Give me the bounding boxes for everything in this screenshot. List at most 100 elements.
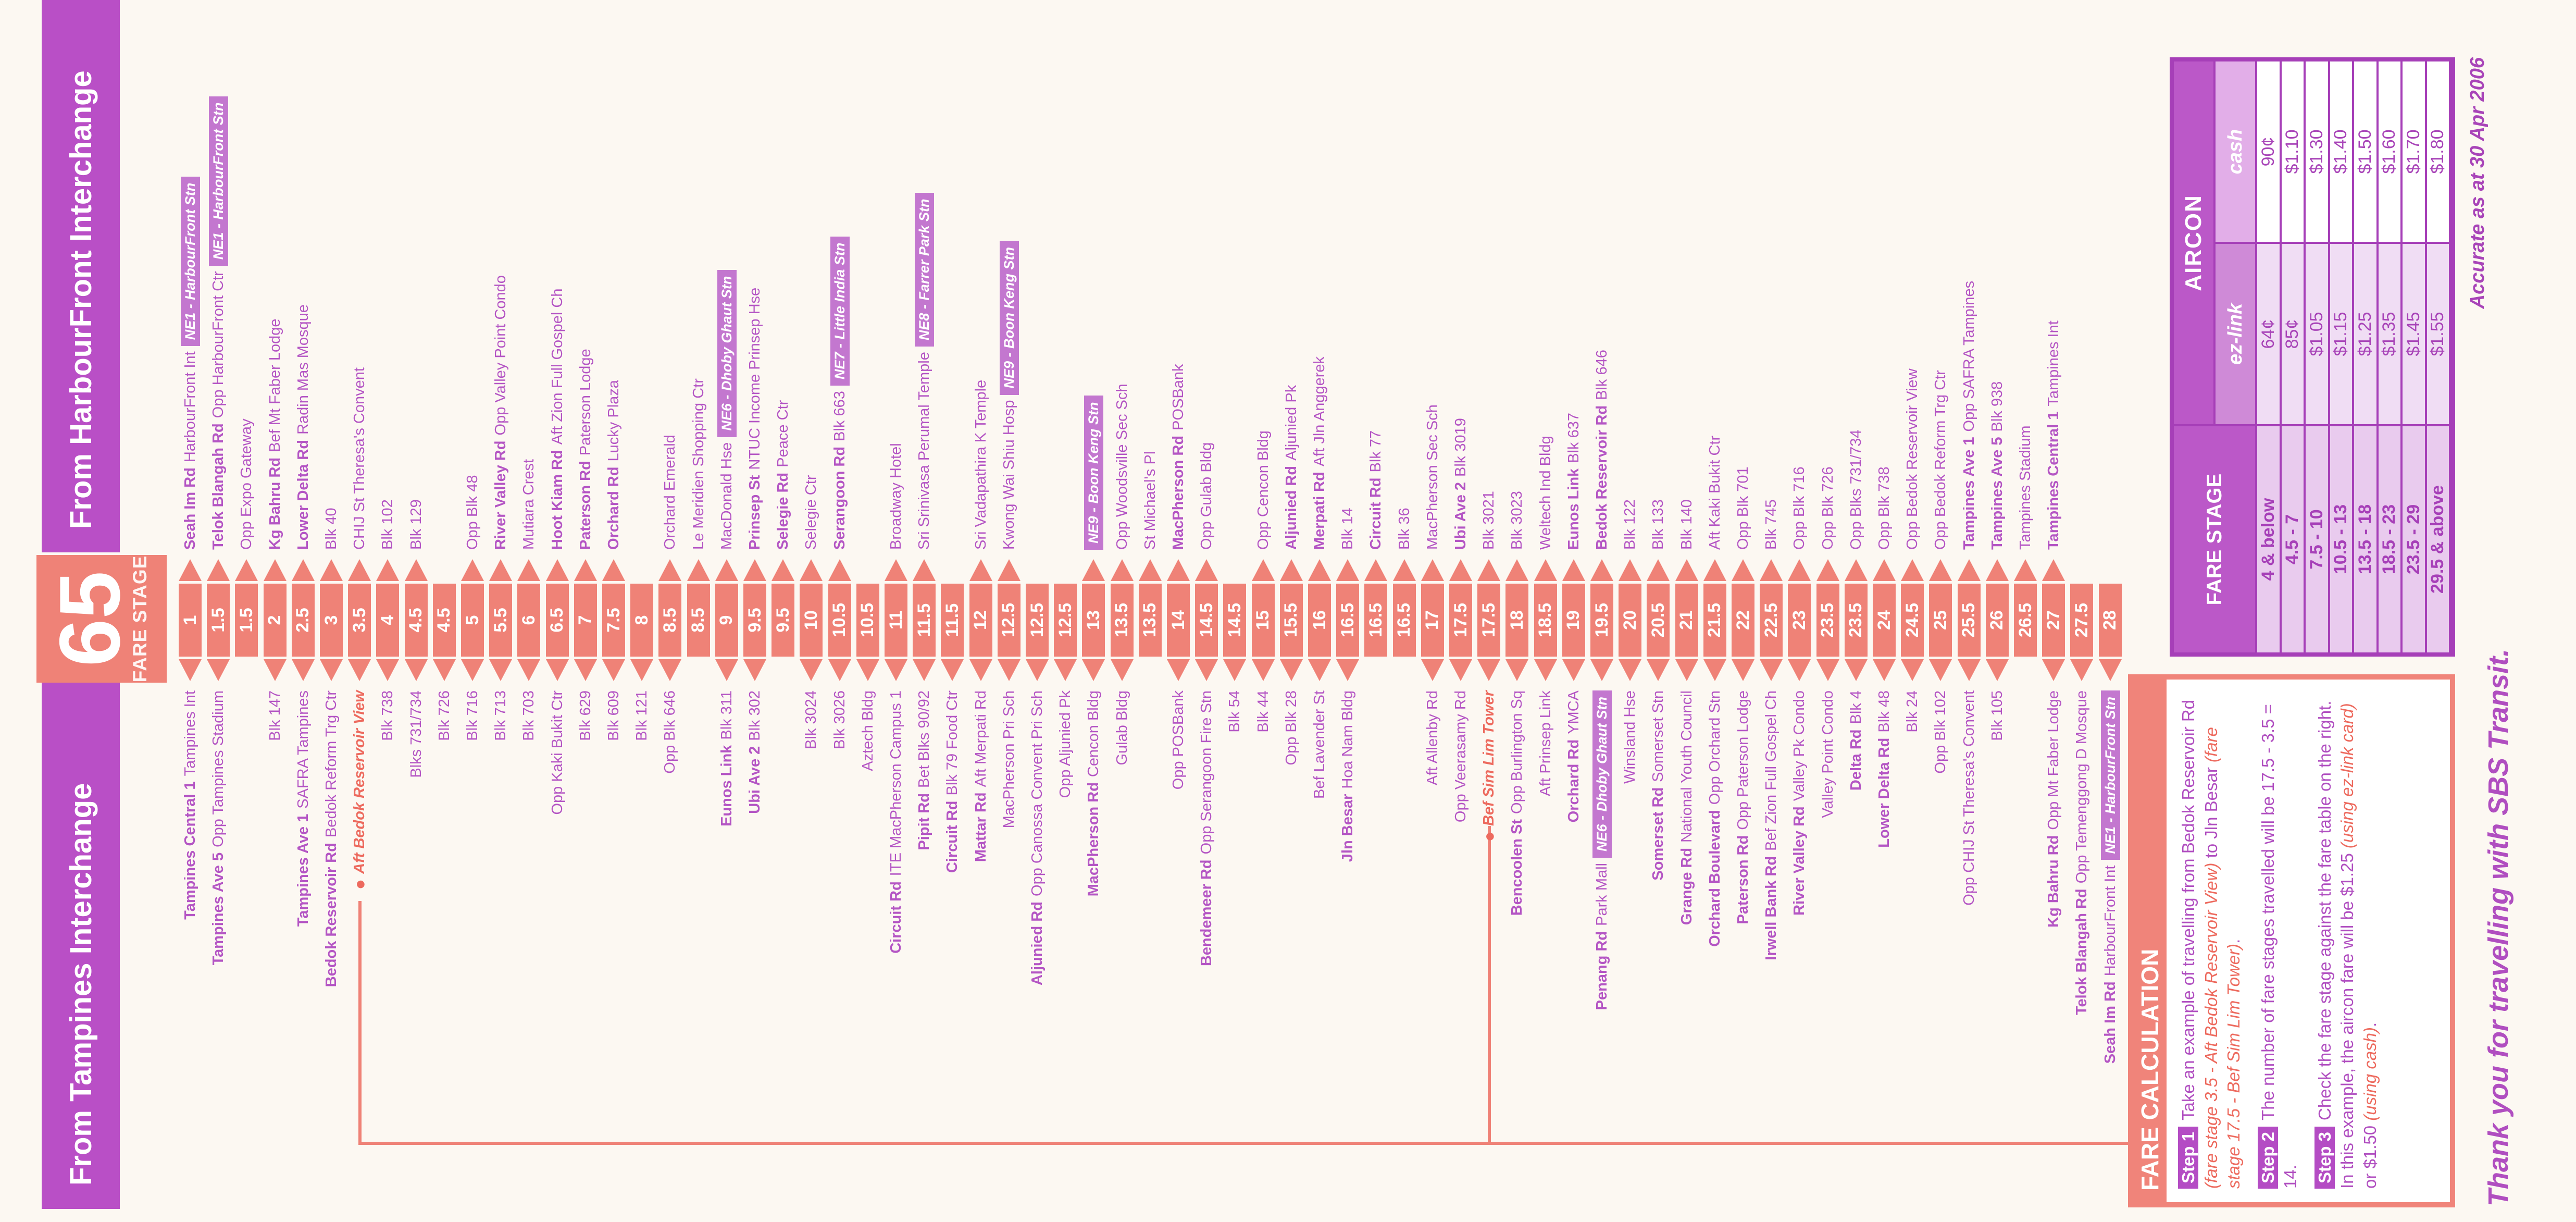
stop-from-tampines: Blk 713 — [487, 690, 515, 1206]
stop-name: Blk 44 — [1254, 690, 1272, 733]
stop-from-tampines: Mattar Rd Aft Merpati Rd — [967, 690, 995, 1206]
fare-stage-number: 28 — [2098, 584, 2122, 657]
stop-name: Blk 726 — [435, 690, 453, 741]
arrow-right-icon — [1505, 559, 1529, 581]
road-name: MacPherson Rd — [1170, 435, 1187, 550]
arrow-right-icon — [291, 559, 315, 581]
fare-stage-row: Blk 726 4.5 — [430, 0, 459, 1222]
stop-name: Opp Blk 738 — [1876, 466, 1893, 550]
stop-name: Opp Temenggong D Mosque — [2073, 690, 2090, 884]
ezlink-fare: $1.25 — [2354, 244, 2376, 424]
stop-from-tampines: Orchard Boulevard Opp Orchard Stn — [1701, 690, 1729, 1206]
fare-stage-row: Opp CHIJ St Theresa's Convent 25.5 Tampine… — [1955, 0, 1984, 1222]
ezlink-fare: $1.05 — [2306, 244, 2328, 424]
stop-name: Opp Serangoon Fire Stn — [1198, 690, 1215, 855]
arrow-left-icon — [263, 659, 287, 681]
fare-stage-number: 8.5 — [687, 584, 710, 657]
stop-from-harbourfront: Kwong Wai Shiu Hosp NE9 - Boon Keng Stn — [995, 5, 1024, 550]
stop-name: Blk 3023 — [1509, 491, 1526, 550]
road-name: Lower Delta Rd — [294, 439, 312, 550]
fare-stage-number: 9.5 — [743, 584, 766, 657]
fare-stage-number: 24.5 — [1901, 584, 1924, 657]
arrow-left-icon — [348, 659, 371, 681]
stop-from-harbourfront: Blk 14 — [1334, 5, 1362, 550]
stop-from-harbourfront: Weltech Ind Bldg — [1532, 5, 1560, 550]
stop-from-harbourfront: River Valley Rd Opp Valley Point Condo — [487, 5, 515, 550]
stop-from-harbourfront: MacPherson Sec Sch — [1418, 5, 1447, 550]
stop-name: Opp Veerasamy Rd — [1452, 690, 1469, 823]
arrow-right-icon — [1534, 559, 1557, 581]
arrow-left-icon — [1732, 659, 1754, 681]
road-name: Tampines Ave 1 — [294, 813, 312, 927]
stop-name: POSBank — [1170, 364, 1187, 430]
stop-from-harbourfront: Blk 102 — [374, 5, 402, 550]
arrow-right-icon — [1760, 559, 1783, 581]
stop-from-harbourfront: Opp Expo Gateway — [232, 5, 261, 550]
arrow-right-icon — [969, 559, 992, 581]
fare-stage-row: MacPherson Rd Cencon Bldg 13 NE9 - Boon Ken… — [1079, 0, 1108, 1222]
stop-from-harbourfront: NE9 - Boon Keng Stn — [1079, 5, 1108, 550]
stop-name: Opp Bedok Reform Trg Ctr — [1932, 370, 1949, 550]
stop-name: Cencon Bldg — [1085, 690, 1102, 777]
ezlink-fare: $1.55 — [2426, 244, 2449, 424]
arrow-left-icon — [1590, 659, 1613, 681]
stop-name: Blk 745 — [1763, 499, 1780, 550]
stop-name: SAFRA Tampines — [294, 690, 312, 809]
stop-name: Lucky Plaza — [605, 380, 622, 462]
stop-name: HarbourFront Int — [2101, 865, 2119, 977]
arrow-left-icon — [1223, 659, 1247, 681]
example-stop-name: Aft Bedok Reservoir View — [351, 690, 368, 874]
fare-stage-number: 18 — [1505, 584, 1529, 657]
arrow-left-icon — [1336, 659, 1360, 681]
road-name: Circuit Rd — [944, 800, 961, 873]
step-text: . — [2360, 1022, 2380, 1027]
stop-from-tampines: Ubi Ave 2 Blk 302 — [741, 690, 769, 1206]
fare-stage-row: ● Aft Bedok Reservoir View 3.5 CHIJ St Ther… — [345, 0, 374, 1222]
fare-stage-row: Circuit Rd Blk 79 Food Ctr 11.5 — [938, 0, 967, 1222]
road-name: Lower Delta Rd — [1876, 737, 1893, 848]
fare-stage-row: Blk 713 5.5 River Valley Rd Opp Valley Poin… — [487, 0, 515, 1222]
arrow-right-icon — [1138, 559, 1162, 581]
stop-name: Blk 609 — [605, 690, 622, 741]
arrow-right-icon — [1477, 559, 1501, 581]
arrow-left-icon — [1675, 659, 1698, 681]
fare-stage-row: Blk 703 6 Mutiara Crest — [515, 0, 543, 1222]
mrt-station-badge: NE9 - Boon Keng Stn — [999, 241, 1019, 395]
fare-stage-number: 11.5 — [913, 584, 936, 657]
fare-stage-number: 1.5 — [235, 584, 258, 657]
arrow-right-icon — [1647, 559, 1670, 581]
stop-name: Sri Srinivasa Perumal Temple — [916, 352, 933, 550]
arrow-right-icon — [715, 559, 738, 581]
arrow-left-icon — [320, 659, 343, 681]
stop-name: Bet Blks 90/92 — [916, 690, 933, 788]
arrow-left-icon — [1251, 659, 1275, 681]
stop-from-harbourfront: Telok Blangah Rd Opp HarbourFront Ctr NE1 … — [204, 5, 233, 550]
stop-name: HarbourFront Int — [182, 351, 198, 463]
stop-name: Opp Woodsville Sec Sch — [1113, 384, 1130, 550]
arrow-right-icon — [1957, 559, 1981, 581]
road-name: Hoot Kiam Rd — [549, 450, 566, 550]
fare-stage-row: Telok Blangah Rd Opp Temenggong D Mosque 2… — [2068, 0, 2096, 1222]
stop-name: Blk 121 — [633, 690, 651, 741]
stop-from-tampines: ● Bef Sim Lim Tower — [1475, 690, 1503, 1206]
fare-range: 18.5 - 23 — [2378, 426, 2400, 652]
stop-name: Aft Kaki Bukit Ctr — [1706, 435, 1723, 550]
stop-from-tampines: Aljunied Rd Opp Canossa Convent Pri Sch — [1023, 690, 1052, 1206]
fare-stage-number: 4.5 — [432, 584, 456, 657]
stop-from-tampines: Opp Blk 28 — [1277, 690, 1306, 1206]
arrow-left-icon — [743, 659, 766, 681]
stop-name: ITE MacPherson Campus 1 — [888, 690, 904, 877]
stop-from-tampines: ● Aft Bedok Reservoir View — [345, 690, 374, 1206]
stop-name: Aft Prinsep Link — [1537, 690, 1554, 797]
fare-stage-row: Blk 609 7.5 Orchard Rd Lucky Plaza — [600, 0, 628, 1222]
arrow-left-icon — [1110, 659, 1134, 681]
arrow-left-icon — [1308, 659, 1331, 681]
arrow-left-icon — [1421, 659, 1444, 681]
road-name: Mattar Rd — [972, 792, 989, 862]
road-name: Orchard Rd — [605, 466, 622, 550]
arrow-right-icon — [771, 559, 795, 581]
stop-name: Broadway Hotel — [888, 443, 904, 550]
arrow-left-icon — [207, 659, 230, 681]
stop-name: Opp Blk 716 — [1791, 466, 1808, 550]
arrow-right-icon — [263, 559, 287, 581]
